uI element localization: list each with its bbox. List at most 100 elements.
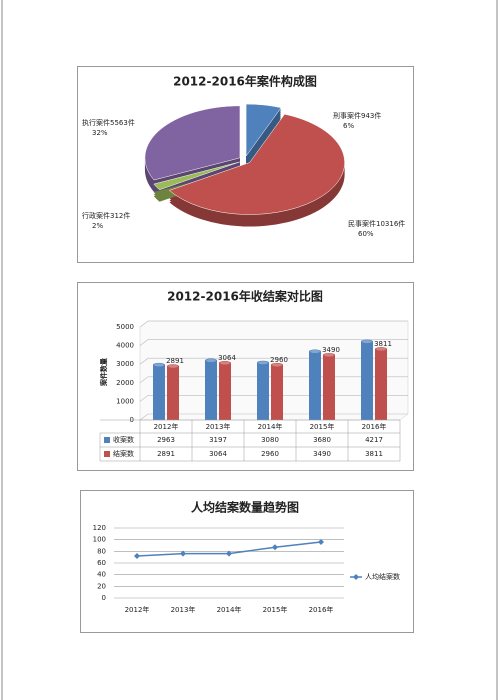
y-tick-label: 100 <box>93 536 106 544</box>
y-tick-label: 3000 <box>116 360 134 368</box>
slice-percent: 2% <box>92 222 103 230</box>
pie-slice <box>153 161 240 191</box>
bar-top <box>271 362 283 367</box>
y-tick-label: 40 <box>97 571 106 579</box>
line-marker <box>272 544 278 551</box>
y-tick-label: 120 <box>93 524 106 532</box>
bar <box>153 364 165 420</box>
x-tick-label: 2015年 <box>263 605 288 614</box>
table-value: 3197 <box>209 436 227 444</box>
x-tick-label: 2013年 <box>206 422 231 431</box>
bar <box>361 341 373 420</box>
grid-line <box>139 376 408 384</box>
y-tick-label: 60 <box>97 559 106 567</box>
bar-top-highlight <box>324 353 334 357</box>
bar-top <box>205 358 217 363</box>
line-marker <box>318 539 324 545</box>
pie-slice <box>245 103 282 157</box>
table-value: 3811 <box>365 450 383 458</box>
bar-top-highlight <box>168 364 178 368</box>
chart-title: 人均结案数量趋势图 <box>191 500 299 515</box>
bar <box>205 360 217 420</box>
chart-title: 2012-2016年案件构成图 <box>173 74 317 89</box>
bar <box>271 364 283 420</box>
bar <box>309 351 321 420</box>
x-tick-label: 2014年 <box>258 422 283 431</box>
legend-swatch <box>104 437 110 443</box>
grid-line <box>139 357 408 365</box>
x-tick-label: 2013年 <box>171 605 196 614</box>
line-marker <box>180 550 186 557</box>
bar-top <box>323 353 335 358</box>
bar <box>323 355 335 420</box>
bar-top-highlight <box>154 363 164 367</box>
y-tick-label: 4000 <box>116 342 134 350</box>
bar-top-highlight <box>310 350 320 354</box>
bar-top-highlight <box>258 361 268 365</box>
bar <box>219 363 231 420</box>
table-value: 4217 <box>365 436 383 444</box>
grid-line <box>139 320 408 328</box>
legend-label: 人均结案数 <box>365 572 400 581</box>
line-marker <box>226 550 232 557</box>
table-value: 3680 <box>313 436 331 444</box>
slice-label: 刑事案件943件 <box>333 111 381 120</box>
data-label: 3064 <box>218 354 236 362</box>
x-tick-label: 2014年 <box>217 605 242 614</box>
table-value: 2963 <box>157 436 175 444</box>
table-value: 2891 <box>157 450 175 458</box>
x-tick-label: 2016年 <box>309 605 334 614</box>
data-label: 2891 <box>166 357 184 365</box>
x-tick-label: 2012年 <box>125 605 150 614</box>
x-tick-label: 2016年 <box>362 422 387 431</box>
x-tick-label: 2015年 <box>310 422 335 431</box>
slice-percent: 6% <box>343 122 354 130</box>
y-tick-label: 5000 <box>116 323 134 331</box>
grid-line <box>139 395 408 402</box>
bar <box>375 349 387 420</box>
bar-top-highlight <box>362 340 372 344</box>
slice-label: 行政案件312件 <box>82 211 130 220</box>
x-tick-label: 2012年 <box>154 422 179 431</box>
bar-top <box>219 361 231 366</box>
slice-label: 民事案件10316件 <box>348 219 405 228</box>
table-value: 2960 <box>261 450 279 458</box>
bar-top-highlight <box>272 363 282 367</box>
data-label: 3490 <box>322 346 340 354</box>
bar-top-highlight <box>220 361 230 365</box>
y-tick-label: 20 <box>97 582 106 590</box>
y-tick-label: 80 <box>97 547 106 555</box>
bar-top <box>167 364 179 369</box>
chart-frame <box>80 490 414 633</box>
legend-label: 收案数 <box>113 435 134 444</box>
bar <box>167 366 179 420</box>
legend-label: 结案数 <box>113 449 134 458</box>
table-value: 3490 <box>313 450 331 458</box>
bar-top <box>361 339 373 344</box>
y-tick-label: 1000 <box>116 397 134 405</box>
data-label: 3811 <box>374 340 392 348</box>
bar-top-highlight <box>206 359 216 363</box>
pie-slice <box>144 105 241 181</box>
table-value: 3080 <box>261 436 279 444</box>
grid-line <box>139 339 408 346</box>
bar-top <box>375 347 387 352</box>
y-tick-label: 2000 <box>116 379 134 387</box>
bar-top <box>153 362 165 367</box>
table-value: 3064 <box>209 450 227 458</box>
pie-slice <box>168 113 345 215</box>
y-tick-label: 0 <box>102 594 106 602</box>
slice-percent: 60% <box>358 230 374 238</box>
chart-title: 2012-2016年收结案对比图 <box>167 289 323 304</box>
line-marker <box>134 553 140 559</box>
grid-line <box>139 413 408 421</box>
bar-top <box>309 349 321 354</box>
bar-top-highlight <box>376 347 386 351</box>
slice-percent: 32% <box>92 129 108 137</box>
legend-marker <box>353 574 359 580</box>
bar-top <box>257 360 269 365</box>
y-axis-label: 案件数量 <box>99 358 108 386</box>
legend-swatch <box>104 451 110 457</box>
data-label: 2960 <box>270 356 288 364</box>
